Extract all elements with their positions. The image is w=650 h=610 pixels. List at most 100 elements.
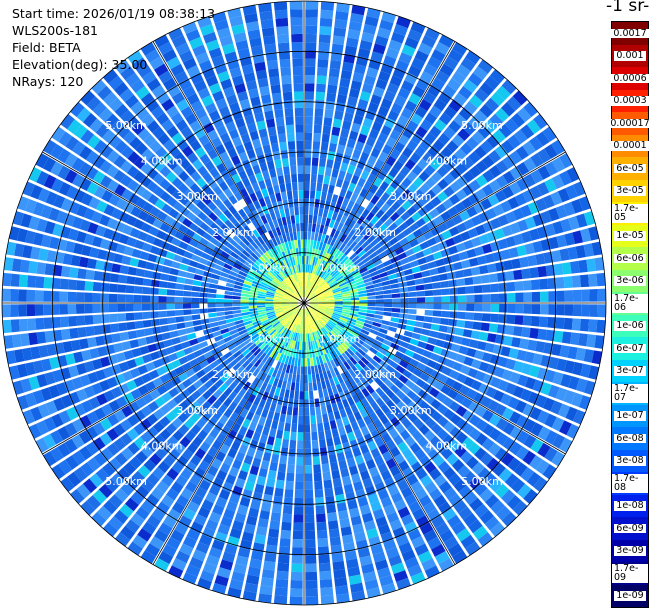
range-gate-cell: [262, 494, 273, 504]
range-gate-cell: [278, 546, 291, 556]
range-gate-cell: [261, 318, 270, 325]
range-gate-cell: [581, 304, 590, 317]
range-gate-cell: [175, 382, 186, 393]
range-gate-cell: [158, 70, 173, 84]
range-gate-cell: [556, 358, 567, 372]
range-gate-cell: [272, 351, 279, 360]
range-gate-cell: [437, 132, 451, 146]
range-gate-cell: [131, 470, 146, 484]
range-gate-cell: [350, 310, 359, 315]
range-gate-cell: [432, 310, 442, 317]
range-gate-cell: [338, 459, 348, 470]
range-gate-cell: [412, 368, 423, 378]
range-gate-cell: [460, 142, 473, 156]
range-gate-cell: [237, 90, 249, 102]
range-gate-cell: [375, 78, 388, 90]
range-gate-cell: [126, 428, 139, 441]
range-gate-cell: [269, 211, 277, 221]
range-gate-cell: [36, 262, 47, 275]
range-gate-cell: [305, 9, 318, 18]
range-gate-cell: [266, 347, 274, 357]
range-gate-cell: [497, 356, 509, 368]
range-gate-cell: [160, 273, 170, 281]
range-gate-cell: [383, 90, 396, 102]
range-gate-cell: [319, 17, 333, 28]
range-ring-label: 3.00km: [176, 190, 218, 203]
range-gate-cell: [336, 222, 344, 232]
range-gate-cell: [373, 282, 383, 288]
range-gate-cell: [423, 63, 438, 77]
range-gate-cell: [146, 413, 159, 426]
range-gate-cell: [330, 134, 339, 145]
range-gate-cell: [393, 434, 404, 446]
range-gate-cell: [92, 170, 106, 184]
range-gate-cell: [306, 308, 310, 317]
range-gate-cell: [548, 290, 557, 302]
range-gate-cell: [129, 257, 140, 267]
range-gate-cell: [509, 222, 521, 235]
range-gate-cell: [300, 239, 304, 248]
range-gate-cell: [276, 263, 283, 272]
range-gate-cell: [127, 50, 143, 65]
range-gate-cell: [322, 271, 329, 280]
range-gate-cell: [283, 279, 290, 287]
range-gate-cell: [311, 431, 318, 441]
range-gate-cell: [474, 88, 489, 103]
range-gate-cell: [239, 368, 249, 378]
range-gate-cell: [243, 401, 253, 411]
range-gate-cell: [78, 338, 89, 350]
range-gate-cell: [278, 50, 291, 60]
range-gate-cell: [341, 342, 349, 351]
range-gate-cell: [125, 285, 135, 294]
range-gate-cell: [322, 183, 329, 193]
range-gate-cell: [310, 365, 315, 375]
range-gate-cell: [372, 321, 382, 328]
range-gate-cell: [572, 181, 586, 197]
range-gate-cell: [501, 139, 515, 154]
range-gate-cell: [313, 331, 318, 340]
range-gate-cell: [180, 487, 194, 500]
range-gate-cell: [395, 206, 406, 216]
range-gate-cell: [125, 294, 134, 303]
range-gate-cell: [227, 587, 242, 599]
range-gate-cell: [468, 116, 482, 130]
range-gate-cell: [206, 355, 216, 365]
range-gate-cell: [390, 562, 406, 575]
range-gate-cell: [71, 216, 84, 229]
range-gate-cell: [166, 289, 176, 296]
range-gate-cell: [194, 467, 206, 479]
range-gate-cell: [262, 242, 270, 252]
range-gate-cell: [249, 330, 258, 338]
range-gate-cell: [298, 247, 302, 257]
range-gate-cell: [140, 189, 153, 201]
range-gate-cell: [248, 202, 257, 213]
range-gate-cell: [25, 199, 37, 214]
range-gate-cell: [176, 322, 186, 330]
range-gate-cell: [407, 29, 423, 42]
range-gate-cell: [269, 134, 278, 145]
range-gate-cell: [444, 218, 456, 229]
range-gate-cell: [234, 191, 243, 202]
range-gate-cell: [93, 139, 107, 154]
range-gate-cell: [246, 325, 255, 332]
range-gate-cell: [216, 339, 226, 347]
range-gate-cell: [156, 480, 170, 494]
range-gate-cell: [212, 504, 225, 516]
range-gate-cell: [174, 303, 184, 310]
range-gate-cell: [517, 374, 529, 387]
colorbar-cell: 1.7e-09: [612, 562, 648, 585]
range-gate-cell: [131, 248, 142, 259]
range-gate-cell: [18, 274, 29, 288]
range-gate-cell: [400, 486, 413, 499]
range-gate-cell: [326, 245, 333, 254]
range-gate-cell: [358, 311, 367, 316]
range-gate-cell: [145, 234, 156, 245]
range-gate-cell: [238, 151, 249, 163]
range-gate-cell: [289, 257, 294, 266]
range-gate-cell: [99, 379, 111, 392]
colorbar-cell: 3e-09: [612, 539, 648, 562]
range-gate-cell: [383, 298, 393, 303]
range-gate-cell: [316, 182, 323, 192]
range-gate-cell: [402, 467, 414, 479]
range-gate-cell: [459, 210, 471, 222]
